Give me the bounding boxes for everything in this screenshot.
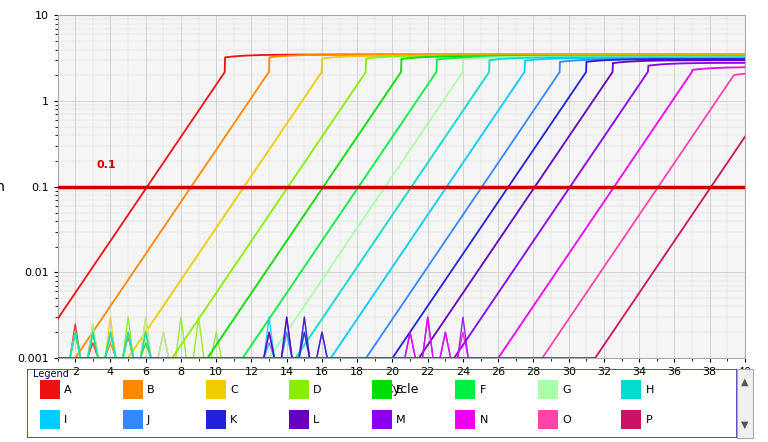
Text: E: E xyxy=(396,385,403,395)
Bar xyxy=(40,410,60,429)
Bar xyxy=(372,410,392,429)
Bar xyxy=(372,380,392,399)
Bar xyxy=(289,380,309,399)
Bar xyxy=(123,410,143,429)
Bar xyxy=(455,410,475,429)
Text: ▲: ▲ xyxy=(741,377,749,386)
Text: B: B xyxy=(147,385,154,395)
Bar xyxy=(621,410,641,429)
Text: Legend: Legend xyxy=(32,369,68,379)
Text: 0.1: 0.1 xyxy=(96,160,116,171)
Text: L: L xyxy=(313,415,319,425)
Text: ▼: ▼ xyxy=(741,420,749,430)
Text: C: C xyxy=(230,385,238,395)
Text: K: K xyxy=(230,415,237,425)
X-axis label: Cycle: Cycle xyxy=(384,383,419,396)
Text: N: N xyxy=(479,415,488,425)
Text: M: M xyxy=(396,415,406,425)
Text: A: A xyxy=(64,385,71,395)
Bar xyxy=(206,380,226,399)
Text: P: P xyxy=(646,415,652,425)
Text: G: G xyxy=(562,385,571,395)
Text: O: O xyxy=(562,415,571,425)
Text: D: D xyxy=(313,385,322,395)
Bar xyxy=(206,410,226,429)
Bar xyxy=(538,410,558,429)
Text: H: H xyxy=(646,385,654,395)
Bar xyxy=(538,380,558,399)
Text: F: F xyxy=(479,385,486,395)
Y-axis label: ΔRn: ΔRn xyxy=(0,180,6,194)
Text: I: I xyxy=(64,415,67,425)
Bar xyxy=(40,380,60,399)
Bar xyxy=(123,380,143,399)
Text: J: J xyxy=(147,415,151,425)
Bar xyxy=(289,410,309,429)
Bar xyxy=(455,380,475,399)
Bar xyxy=(621,380,641,399)
